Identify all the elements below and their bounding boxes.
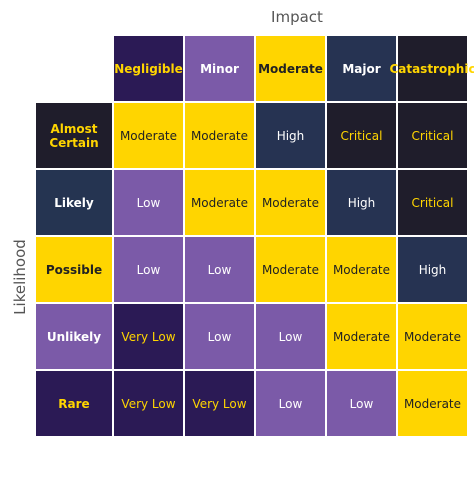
- impact-axis-title: Impact: [271, 8, 323, 26]
- impact-header: Minor: [185, 36, 254, 101]
- risk-cell: Moderate: [185, 103, 254, 168]
- risk-cell: Moderate: [256, 170, 325, 235]
- risk-cell: Critical: [398, 103, 467, 168]
- risk-cell: Low: [256, 371, 325, 436]
- likelihood-header: Unlikely: [36, 304, 112, 369]
- risk-cell: Moderate: [114, 103, 183, 168]
- risk-cell: Low: [114, 237, 183, 302]
- risk-cell: Moderate: [185, 170, 254, 235]
- risk-cell: Very Low: [114, 304, 183, 369]
- risk-cell: Moderate: [398, 371, 467, 436]
- likelihood-header: Likely: [36, 170, 112, 235]
- impact-header: Negligible: [114, 36, 183, 101]
- risk-cell: Low: [185, 237, 254, 302]
- risk-cell: Low: [114, 170, 183, 235]
- matrix-corner: [36, 36, 112, 101]
- impact-header: Catastrophic: [389, 36, 474, 101]
- likelihood-header: Possible: [36, 237, 112, 302]
- risk-cell: Very Low: [185, 371, 254, 436]
- risk-cell: Low: [327, 371, 396, 436]
- risk-cell: High: [256, 103, 325, 168]
- risk-cell: Low: [185, 304, 254, 369]
- risk-cell: Moderate: [256, 237, 325, 302]
- risk-cell: High: [327, 170, 396, 235]
- risk-cell: Critical: [327, 103, 396, 168]
- risk-cell: Moderate: [327, 304, 396, 369]
- risk-cell: Moderate: [398, 304, 467, 369]
- risk-cell: Low: [256, 304, 325, 369]
- likelihood-axis-title: Likelihood: [11, 239, 29, 315]
- likelihood-header: Rare: [36, 371, 112, 436]
- likelihood-header: Almost Certain: [36, 103, 112, 168]
- risk-cell: Moderate: [327, 237, 396, 302]
- impact-header: Major: [327, 36, 396, 101]
- risk-cell: Critical: [398, 170, 467, 235]
- risk-matrix: Negligible Minor Moderate Major Catastrophic…: [36, 36, 474, 503]
- risk-cell: High: [398, 237, 467, 302]
- impact-header: Moderate: [256, 36, 325, 101]
- risk-cell: Very Low: [114, 371, 183, 436]
